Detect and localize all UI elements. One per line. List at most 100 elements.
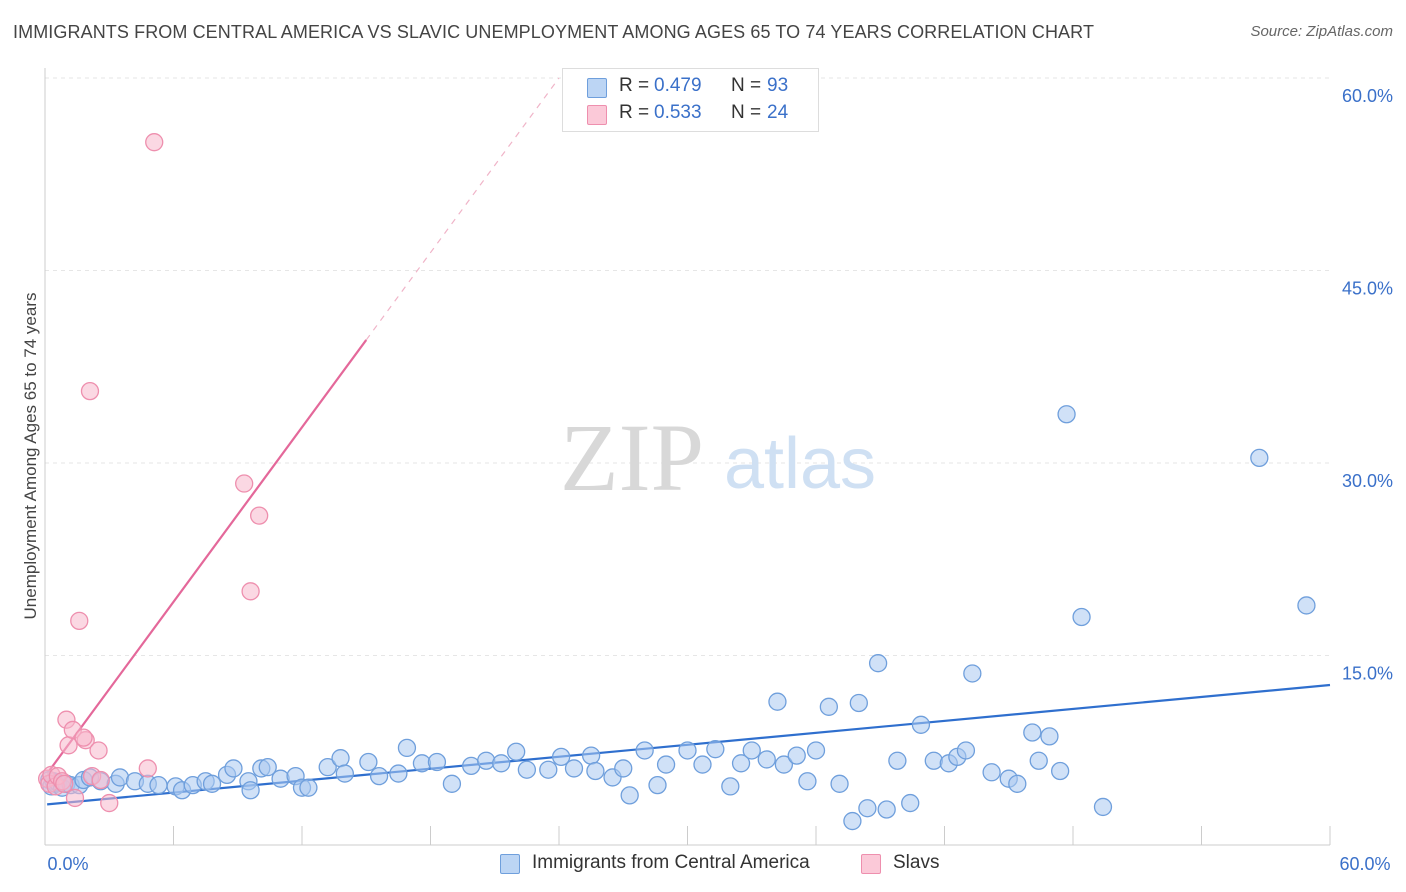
point-slavs xyxy=(65,788,85,808)
point-central-america xyxy=(397,738,417,758)
point-central-america xyxy=(614,759,633,778)
point-central-america xyxy=(858,799,877,818)
y-tick-label: 60.0% xyxy=(1342,86,1393,106)
point-slavs xyxy=(55,774,74,793)
point-central-america xyxy=(956,741,976,760)
point-central-america xyxy=(581,746,601,765)
point-central-america xyxy=(901,793,920,813)
point-slavs xyxy=(241,582,260,601)
point-central-america xyxy=(1297,596,1316,615)
trend-line-slavs xyxy=(46,339,368,775)
legend-n-value: 93 xyxy=(767,75,789,96)
point-central-america xyxy=(539,760,558,779)
point-central-america xyxy=(149,775,168,795)
y-axis-label: Unemployment Among Ages 65 to 74 years xyxy=(21,293,40,620)
point-central-america xyxy=(849,693,868,713)
point-central-america xyxy=(1051,761,1070,781)
point-central-america xyxy=(843,811,862,831)
point-central-america xyxy=(564,759,584,778)
point-central-america xyxy=(202,774,222,793)
point-slavs xyxy=(100,793,119,813)
point-central-america xyxy=(742,741,761,760)
stats-legend: R = 0.479 N = 93 R = 0.533 N = 24 xyxy=(562,68,819,132)
point-central-america xyxy=(110,768,130,787)
point-slavs xyxy=(138,759,157,778)
legend-r-value: 0.479 xyxy=(654,75,702,96)
point-central-america xyxy=(693,755,712,774)
point-central-america xyxy=(477,751,496,770)
legend-swatch-blue xyxy=(587,78,607,98)
point-central-america xyxy=(648,775,667,795)
point-central-america xyxy=(299,778,318,797)
point-slavs xyxy=(250,506,269,525)
watermark-zip: ZIP xyxy=(560,404,704,511)
point-central-america xyxy=(798,772,817,791)
point-central-america xyxy=(517,760,537,779)
point-slavs xyxy=(80,381,100,401)
point-central-america xyxy=(768,692,787,711)
point-central-america xyxy=(774,755,794,774)
watermark: ZIP atlas xyxy=(560,404,876,511)
point-central-america xyxy=(911,715,931,734)
bottom-legend-label: Slavs xyxy=(893,852,940,873)
points-layer xyxy=(37,133,1316,831)
bottom-legend-label: Immigrants from Central America xyxy=(532,852,810,873)
legend-n-value: 24 xyxy=(767,102,789,123)
legend-r-value: 0.533 xyxy=(654,102,702,123)
point-central-america xyxy=(389,764,408,783)
point-central-america xyxy=(1250,448,1269,468)
point-central-america xyxy=(731,754,751,773)
point-central-america xyxy=(706,740,725,759)
point-central-america xyxy=(258,758,277,777)
y-tick-label: 45.0% xyxy=(1342,279,1393,299)
point-slavs xyxy=(74,728,93,747)
point-central-america xyxy=(369,766,389,786)
point-central-america xyxy=(963,664,982,683)
point-slavs xyxy=(91,770,110,790)
point-central-america xyxy=(271,769,290,788)
point-central-america xyxy=(787,746,806,765)
point-central-america xyxy=(877,800,896,819)
legend-swatch-pink xyxy=(587,105,607,125)
point-slavs xyxy=(89,741,108,760)
point-central-america xyxy=(1093,797,1113,817)
point-central-america xyxy=(868,654,888,673)
y-tick-label: 15.0% xyxy=(1342,664,1393,684)
point-central-america xyxy=(635,741,654,760)
point-central-america xyxy=(806,741,826,760)
point-central-america xyxy=(678,741,697,760)
point-central-america xyxy=(586,761,605,781)
point-central-america xyxy=(507,742,526,761)
point-central-america xyxy=(359,752,378,772)
point-central-america xyxy=(331,749,350,768)
source-label: Source: ZipAtlas.com xyxy=(1250,23,1393,40)
point-central-america xyxy=(656,755,676,774)
grid-layer xyxy=(45,77,1330,656)
bottom-legend-swatch-pink xyxy=(861,854,881,874)
point-central-america xyxy=(1008,774,1027,793)
point-central-america xyxy=(427,752,447,772)
trend-line-slavs-extension xyxy=(365,77,560,341)
point-central-america xyxy=(1023,723,1042,742)
legend-r-label: R = xyxy=(619,102,650,123)
point-slavs xyxy=(145,133,164,152)
point-slavs xyxy=(59,736,78,755)
point-central-america xyxy=(888,751,907,770)
x-tick-label-min: 0.0% xyxy=(47,854,88,874)
point-central-america xyxy=(442,774,462,793)
point-central-america xyxy=(830,774,849,793)
point-central-america xyxy=(982,763,1001,782)
point-central-america xyxy=(241,781,260,800)
point-slavs xyxy=(235,474,254,493)
point-central-america xyxy=(757,750,776,769)
legend-n-label: N = xyxy=(731,75,762,96)
bottom-legend-swatch-blue xyxy=(500,854,520,874)
point-central-america xyxy=(1072,607,1091,627)
point-central-america xyxy=(620,786,639,805)
point-central-america xyxy=(492,754,511,773)
legend-n-label: N = xyxy=(731,102,762,123)
point-central-america xyxy=(819,697,838,716)
axis-layer: 15.0% 30.0% 45.0% 60.0% 0.0% 60.0% xyxy=(44,68,1393,874)
point-central-america xyxy=(1040,727,1059,746)
